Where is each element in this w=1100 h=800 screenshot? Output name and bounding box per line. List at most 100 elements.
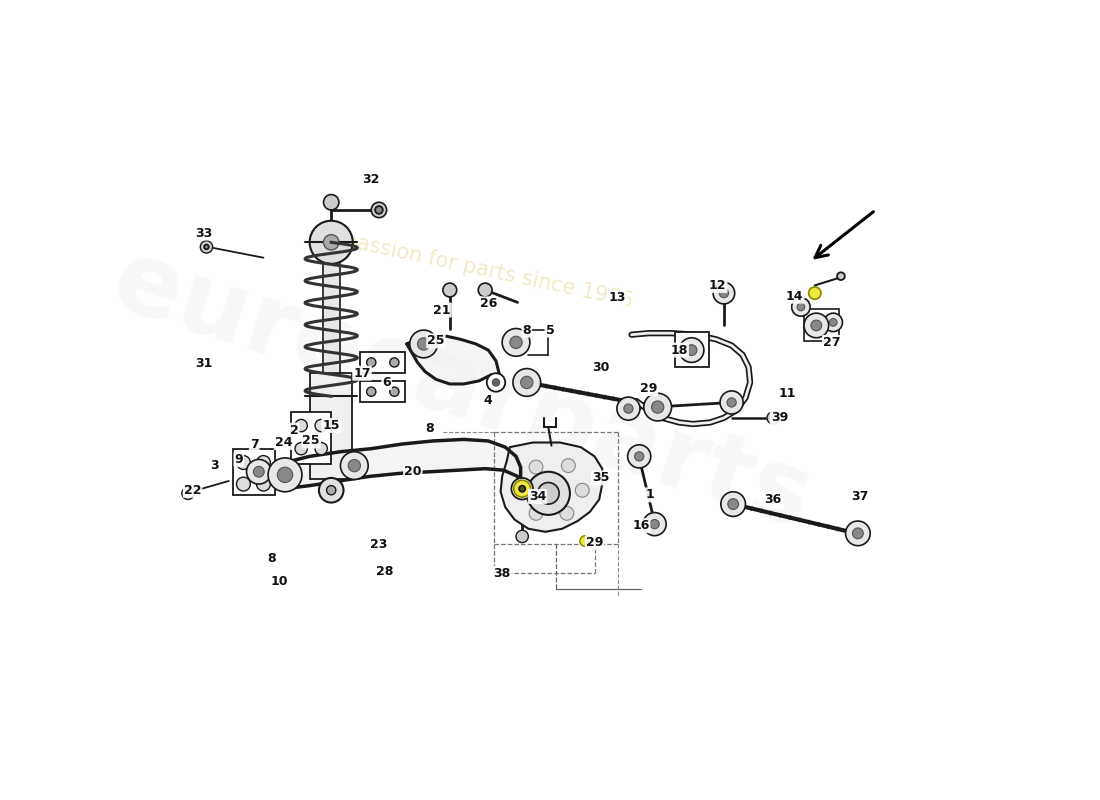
Circle shape (236, 477, 251, 491)
Circle shape (389, 358, 399, 367)
Text: 13: 13 (609, 291, 626, 304)
Text: 25: 25 (427, 334, 444, 347)
Text: 1: 1 (646, 488, 654, 502)
Circle shape (680, 338, 704, 362)
Circle shape (502, 329, 530, 356)
Circle shape (253, 466, 264, 477)
Circle shape (728, 498, 738, 510)
Circle shape (804, 313, 828, 338)
Text: 25: 25 (302, 434, 320, 447)
Circle shape (852, 528, 864, 538)
Circle shape (798, 303, 805, 311)
Circle shape (720, 391, 744, 414)
Circle shape (268, 458, 301, 492)
Text: 17: 17 (353, 366, 371, 380)
Circle shape (409, 330, 438, 358)
Circle shape (518, 484, 527, 493)
Text: 2: 2 (290, 424, 298, 437)
Circle shape (478, 283, 492, 297)
Circle shape (538, 482, 559, 504)
Text: 3: 3 (210, 459, 219, 472)
Text: 24: 24 (275, 436, 293, 449)
Bar (674, 332, 708, 367)
Circle shape (323, 194, 339, 210)
Text: 4: 4 (484, 394, 493, 407)
Text: 30: 30 (592, 361, 609, 374)
Circle shape (561, 458, 575, 473)
Bar (292, 412, 331, 464)
Text: 29: 29 (640, 382, 657, 395)
Circle shape (512, 478, 534, 499)
Circle shape (182, 487, 195, 499)
Circle shape (529, 506, 543, 520)
Circle shape (277, 467, 293, 482)
Circle shape (348, 459, 361, 472)
Circle shape (529, 460, 543, 474)
Circle shape (520, 376, 532, 389)
Circle shape (575, 483, 590, 497)
Text: 35: 35 (592, 471, 609, 485)
Text: 38: 38 (494, 567, 510, 580)
Circle shape (443, 283, 456, 297)
Circle shape (829, 318, 837, 326)
Text: 5: 5 (546, 323, 554, 337)
Text: 23: 23 (371, 538, 387, 550)
Circle shape (372, 202, 387, 218)
Circle shape (323, 234, 339, 250)
Circle shape (560, 506, 574, 520)
Text: 29: 29 (586, 536, 603, 549)
Circle shape (418, 338, 430, 350)
Polygon shape (500, 442, 603, 532)
Polygon shape (285, 439, 520, 495)
Text: 36: 36 (764, 493, 782, 506)
Text: 14: 14 (786, 290, 803, 302)
Circle shape (519, 486, 526, 492)
Circle shape (513, 369, 541, 396)
Text: 7: 7 (250, 438, 258, 450)
Circle shape (256, 455, 271, 470)
Circle shape (486, 373, 505, 392)
Circle shape (767, 412, 779, 424)
Circle shape (366, 387, 376, 396)
Text: 21: 21 (433, 303, 451, 317)
Text: 27: 27 (823, 336, 840, 349)
Circle shape (246, 459, 271, 484)
Circle shape (628, 445, 651, 468)
Circle shape (617, 397, 640, 420)
Circle shape (256, 477, 271, 491)
Circle shape (514, 480, 530, 497)
Circle shape (295, 419, 307, 432)
Circle shape (310, 221, 353, 264)
Text: 28: 28 (376, 566, 394, 578)
Circle shape (837, 272, 845, 280)
Bar (804, 309, 839, 341)
Text: 33: 33 (195, 226, 212, 239)
Circle shape (205, 245, 209, 250)
Circle shape (824, 313, 843, 332)
Text: 26: 26 (480, 298, 497, 310)
Circle shape (327, 486, 336, 495)
Text: 8: 8 (267, 551, 275, 565)
Text: 8: 8 (522, 323, 531, 337)
Circle shape (315, 442, 328, 455)
Circle shape (493, 378, 499, 386)
Circle shape (720, 492, 746, 517)
Circle shape (200, 241, 212, 253)
Circle shape (644, 513, 667, 536)
Bar (361, 381, 405, 402)
Circle shape (389, 387, 399, 396)
Circle shape (315, 419, 328, 432)
Circle shape (686, 345, 697, 355)
Circle shape (236, 455, 251, 470)
Circle shape (792, 298, 810, 316)
Bar (361, 352, 405, 373)
Text: eurocarparts: eurocarparts (100, 233, 824, 550)
Circle shape (516, 530, 528, 542)
Circle shape (624, 404, 634, 414)
Circle shape (375, 206, 383, 214)
Text: 16: 16 (632, 519, 649, 532)
Circle shape (727, 398, 736, 407)
Circle shape (580, 536, 591, 546)
Circle shape (650, 519, 659, 529)
Text: 18: 18 (671, 344, 688, 357)
